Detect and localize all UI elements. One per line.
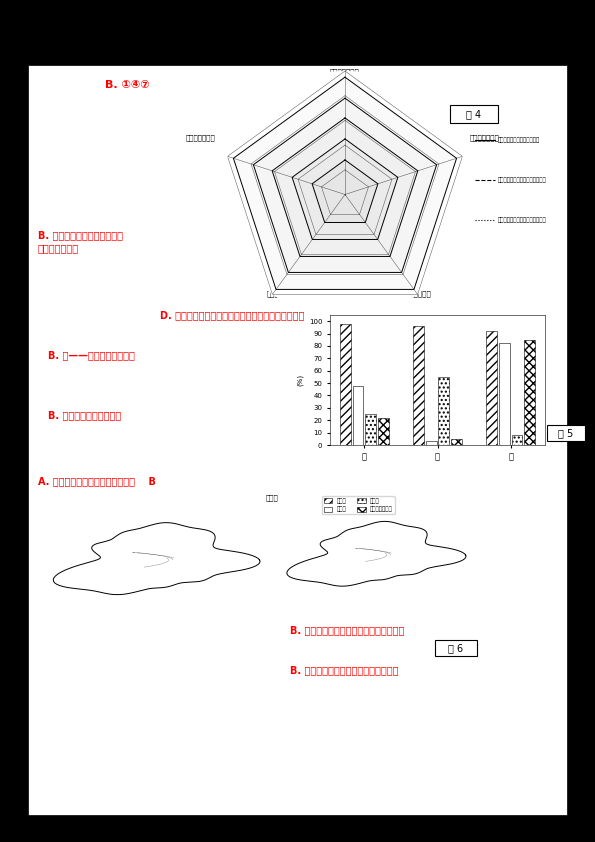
Bar (340, 323, 350, 445)
Text: A. 劳动力成本上升，竞争优势降低    B: A. 劳动力成本上升，竞争优势降低 B (38, 476, 156, 486)
Y-axis label: (%): (%) (297, 374, 303, 386)
Bar (486, 331, 497, 445)
Bar (378, 418, 389, 445)
Text: 占全国各类出口比重（展期初年）: 占全国各类出口比重（展期初年） (498, 177, 547, 183)
Bar (435, 640, 477, 656)
Bar (499, 344, 510, 445)
Text: 图 4: 图 4 (466, 109, 481, 119)
Text: 图 5: 图 5 (558, 428, 574, 438)
Bar (524, 340, 536, 445)
Legend: 种植业, 畜牧业, 商品率, 输入劳动力数量: 种植业, 畜牧业, 商品率, 输入劳动力数量 (322, 497, 394, 514)
Text: B. 技术型加工产品对我国出口
额的贡献率最大: B. 技术型加工产品对我国出口 额的贡献率最大 (38, 230, 123, 253)
Bar (451, 439, 462, 445)
Text: 贸易商产品: 贸易商产品 (267, 290, 288, 296)
Text: B. ①④⑦: B. ①④⑦ (105, 80, 149, 90)
Text: B. 城市及其周围地区水资就量明显下降: B. 城市及其周围地区水资就量明显下降 (290, 665, 399, 675)
Bar (547, 425, 585, 441)
Text: B. 在此过程中社会经济得到了较快的发展: B. 在此过程中社会经济得到了较快的发展 (290, 625, 405, 635)
Bar (425, 441, 437, 445)
Bar (512, 435, 522, 445)
Bar (439, 377, 449, 445)
Text: 劳动密集型产品: 劳动密集型产品 (330, 68, 360, 75)
Bar (365, 414, 376, 445)
Text: 技术密集型产品: 技术密集型产品 (185, 135, 215, 141)
Text: D. 劳动力素质明显提高，农业结构升级取得明显成效: D. 劳动力素质明显提高，农业结构升级取得明显成效 (160, 310, 305, 320)
Bar (353, 386, 364, 445)
Text: 占出口总额比重（展期初年）: 占出口总额比重（展期初年） (498, 137, 540, 143)
Text: 资源密集型产品: 资源密集型产品 (470, 135, 500, 141)
Text: 图例：: 图例： (265, 494, 278, 501)
Bar (450, 105, 498, 123)
Text: 资本密集型产品: 资本密集型产品 (402, 290, 432, 296)
Text: 图 6: 图 6 (449, 643, 464, 653)
Bar (413, 326, 424, 445)
Text: B. 人口稠密，劳动力充足: B. 人口稠密，劳动力充足 (48, 410, 121, 420)
Bar (28, 65, 567, 815)
Text: 占全国各类出口比重（展期末年）: 占全国各类出口比重（展期末年） (498, 217, 547, 223)
Text: B. 乙——大力发展祭屏业务: B. 乙——大力发展祭屏业务 (48, 350, 135, 360)
